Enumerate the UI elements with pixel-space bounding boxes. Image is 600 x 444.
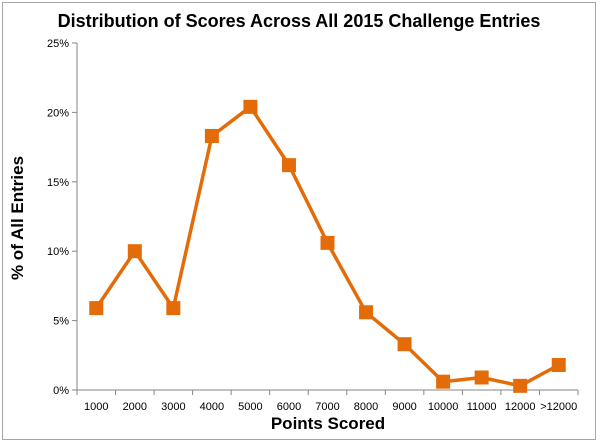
y-tick-label: 5% bbox=[53, 316, 69, 328]
data-point-marker bbox=[397, 337, 412, 352]
x-tick-label: 8000 bbox=[354, 401, 378, 413]
data-point-marker bbox=[359, 305, 374, 320]
x-tick-label: 11000 bbox=[467, 401, 497, 413]
x-tick-label: 4000 bbox=[200, 401, 224, 413]
data-point-marker bbox=[204, 128, 219, 143]
data-point-marker bbox=[551, 358, 566, 373]
y-tick-label: 10% bbox=[47, 246, 69, 258]
x-tick-label: 6000 bbox=[277, 401, 301, 413]
data-point-marker bbox=[127, 244, 142, 259]
chart-frame: Distribution of Scores Across All 2015 C… bbox=[2, 2, 596, 440]
data-point-marker bbox=[166, 301, 181, 316]
y-tick-label: 15% bbox=[47, 177, 69, 189]
x-tick-label: 2000 bbox=[123, 401, 147, 413]
x-axis-label: Points Scored bbox=[271, 414, 385, 433]
data-point-marker bbox=[513, 378, 528, 393]
y-tick-label: 0% bbox=[53, 385, 69, 397]
x-tick-label: 3000 bbox=[161, 401, 185, 413]
chart-plot: % of All Entries Points Scored 0% 5% 10% 15… bbox=[8, 38, 579, 433]
y-tick-label: 20% bbox=[47, 107, 69, 119]
data-point-marker bbox=[320, 235, 335, 250]
x-tick-label: >12000 bbox=[540, 401, 577, 413]
data-point-marker bbox=[89, 301, 104, 316]
y-axis-label: % of All Entries bbox=[8, 156, 27, 280]
chart-title: Distribution of Scores Across All 2015 C… bbox=[57, 11, 541, 31]
x-tick-label: 1000 bbox=[84, 401, 108, 413]
y-tick-label: 25% bbox=[47, 38, 69, 50]
x-tick-label: 12000 bbox=[505, 401, 536, 413]
data-point-marker bbox=[436, 374, 451, 389]
x-tick-label: 9000 bbox=[392, 401, 416, 413]
data-point-marker bbox=[474, 370, 489, 385]
x-tick-label: 7000 bbox=[315, 401, 339, 413]
x-tick-label: 5000 bbox=[238, 401, 262, 413]
x-tick-label: 10000 bbox=[428, 401, 459, 413]
data-point-marker bbox=[281, 158, 296, 173]
data-point-marker bbox=[243, 99, 258, 114]
